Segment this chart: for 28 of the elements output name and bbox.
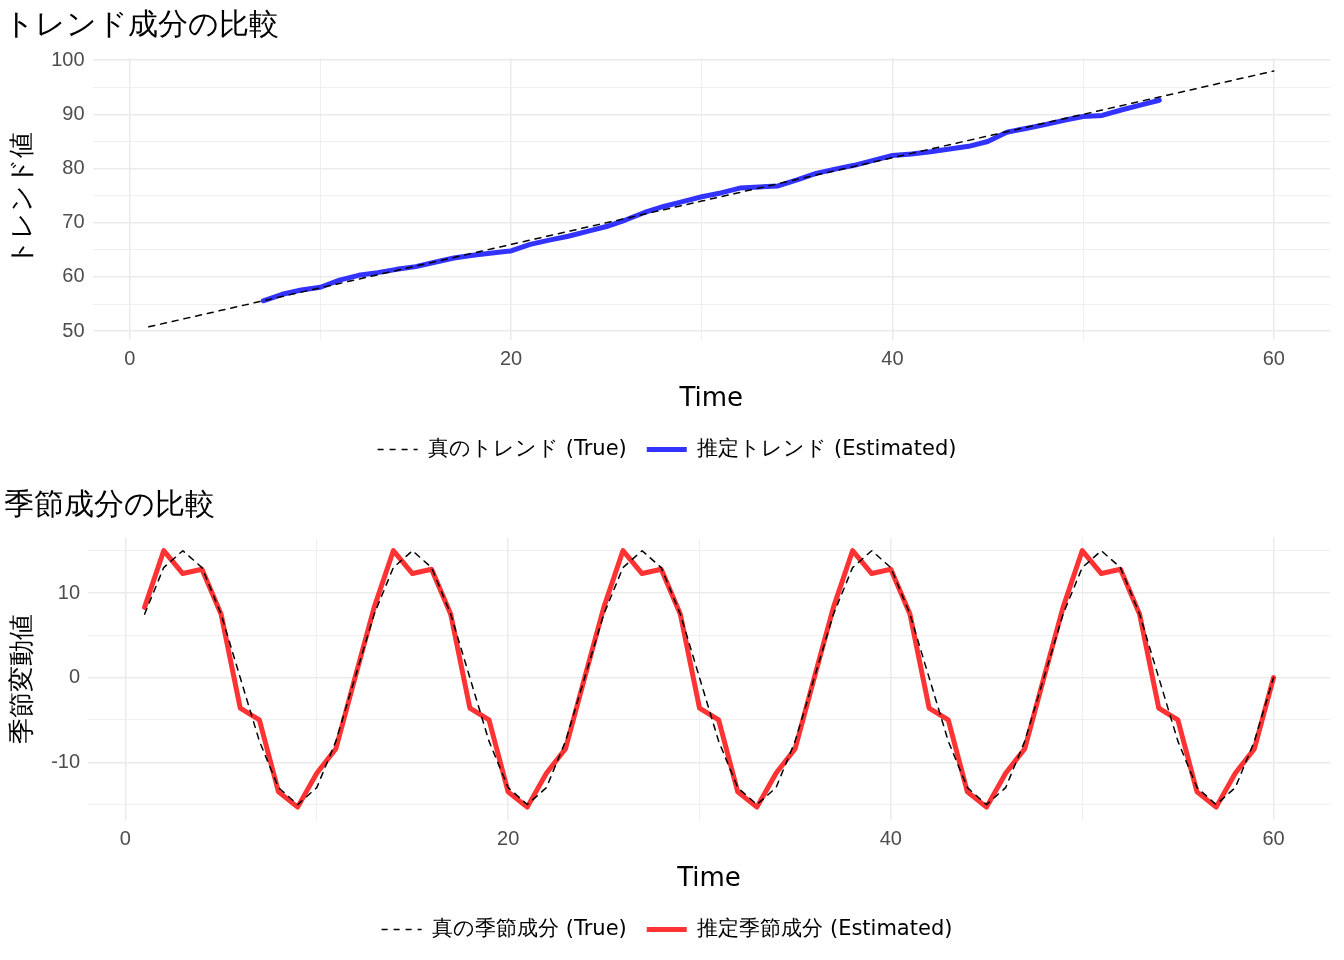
y-tick-label: 10: [57, 580, 81, 603]
y-tick-label: 80: [62, 156, 85, 179]
legend-label: 推定トレンド (Estimated): [697, 435, 957, 460]
x-tick-label: 40: [881, 347, 904, 370]
x-tick-label: 0: [119, 827, 131, 850]
x-axis-title: Time: [676, 862, 741, 893]
x-tick-label: 60: [1262, 827, 1285, 850]
chart-title: トレンド成分の比較: [4, 5, 279, 41]
x-tick-label: 0: [124, 347, 136, 370]
chart-title: 季節成分の比較: [4, 485, 215, 521]
legend-label: 真のトレンド (True): [428, 435, 627, 460]
x-axis-title: Time: [678, 382, 744, 413]
x-tick-label: 60: [1262, 347, 1285, 370]
y-tick-label: 100: [51, 47, 85, 70]
x-tick-label: 20: [497, 827, 520, 850]
y-axis-title: トレンド値: [6, 131, 37, 266]
y-tick-label: -10: [51, 749, 81, 772]
legend-label: 真の季節成分 (True): [432, 915, 627, 940]
x-tick-label: 40: [879, 827, 902, 850]
y-tick-label: 70: [62, 210, 85, 233]
y-tick-label: 0: [68, 665, 81, 688]
line-series: [148, 70, 1275, 328]
y-tick-label: 60: [62, 264, 85, 287]
legend-label: 推定季節成分 (Estimated): [697, 915, 953, 940]
y-tick-label: 50: [62, 318, 85, 341]
x-tick-label: 20: [499, 347, 523, 370]
y-axis-title: 季節変動値: [6, 613, 37, 744]
y-tick-label: 90: [62, 101, 85, 124]
